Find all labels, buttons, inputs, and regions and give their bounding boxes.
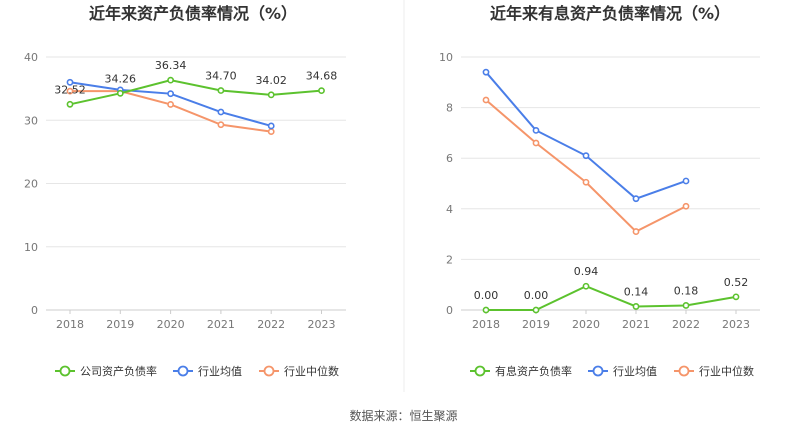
data-point (318, 87, 325, 95)
legend-label: 行业均值 (198, 365, 242, 378)
data-point (682, 302, 690, 309)
data-point (66, 100, 74, 108)
x-tick-label: 2021 (207, 318, 235, 331)
data-label: 0.18 (674, 284, 699, 297)
data-point (532, 139, 540, 147)
data-label: 0.00 (474, 289, 499, 302)
y-tick-label: 10 (439, 51, 453, 64)
interest-debt-ratio-chart: 近年来有息资产负债率情况（%） 0 2 4 6 8 10 2018 2019 2020 2021 20… (439, 4, 760, 378)
data-label: 34.02 (255, 74, 287, 87)
data-point (217, 121, 225, 129)
data-point (167, 76, 174, 84)
data-point (632, 195, 640, 203)
legend-marker (474, 365, 486, 377)
y-tick-label: 0 (31, 304, 38, 317)
legend-label: 有息资产负债率 (495, 364, 572, 378)
x-tick-label: 2019 (106, 318, 134, 331)
data-point (682, 202, 690, 210)
legend-marker (678, 365, 690, 377)
data-label: 34.26 (105, 72, 137, 85)
series-line (69, 79, 322, 106)
legend-marker (592, 365, 604, 377)
data-label: 32.52 (54, 83, 86, 96)
data-source: 数据来源：恒生聚源 (349, 408, 457, 423)
data-label: 34.68 (306, 70, 338, 83)
data-point (167, 90, 174, 98)
y-tick-label: 8 (446, 102, 453, 115)
y-tick-label: 6 (446, 152, 453, 165)
data-label: 0.52 (724, 276, 749, 289)
data-label: 0.14 (624, 285, 649, 298)
y-tick-label: 20 (24, 178, 38, 191)
series-line (486, 285, 737, 311)
data-point (532, 126, 540, 134)
data-point (167, 101, 174, 108)
data-point (116, 89, 124, 97)
x-tick-label: 2020 (157, 318, 185, 331)
x-tick-label: 2021 (622, 318, 650, 331)
data-point (66, 78, 74, 86)
data-label: 36.34 (155, 59, 187, 72)
x-tick-label: 2023 (722, 318, 750, 331)
legend-label: 行业均值 (613, 365, 657, 378)
data-point (632, 303, 640, 310)
y-tick-label: 10 (24, 241, 38, 254)
data-point (267, 128, 275, 136)
data-point (267, 122, 275, 130)
legend-marker (59, 365, 71, 377)
legend-label: 公司资产负债率 (80, 364, 157, 378)
y-tick-label: 40 (24, 51, 38, 64)
y-tick-label: 4 (446, 203, 453, 216)
data-label: 0.00 (524, 289, 549, 302)
data-point (267, 91, 275, 99)
x-tick-label: 2019 (522, 318, 550, 331)
data-point (482, 96, 490, 104)
y-tick-label: 30 (24, 114, 38, 127)
data-label: 34.70 (205, 70, 237, 83)
data-label: 0.94 (574, 265, 599, 278)
legend-marker (263, 365, 275, 377)
data-point (582, 178, 590, 186)
data-point (482, 306, 490, 314)
data-point (532, 306, 540, 314)
data-point (482, 68, 490, 76)
data-point (582, 152, 590, 160)
data-point (217, 108, 225, 116)
y-tick-label: 0 (446, 304, 453, 317)
x-tick-label: 2018 (56, 318, 84, 331)
data-point (66, 87, 74, 95)
x-tick-label: 2020 (572, 318, 600, 331)
series-line (485, 99, 687, 233)
data-point (217, 87, 225, 94)
legend-label: 行业中位数 (699, 364, 754, 378)
data-point (632, 228, 640, 235)
debt-ratio-chart: 近年来资产负债率情况（%） 0 10 20 30 40 2018 2019 2020 2021 20… (24, 4, 346, 378)
data-point (682, 177, 690, 185)
legend-marker (177, 365, 189, 377)
x-tick-label: 2022 (257, 318, 285, 331)
x-tick-label: 2018 (472, 318, 500, 331)
x-tick-label: 2022 (672, 318, 700, 331)
chart-title: 近年来资产负债率情况（%） (89, 4, 297, 23)
data-point (732, 293, 740, 301)
chart-title: 近年来有息资产负债率情况（%） (490, 4, 730, 23)
y-tick-label: 2 (446, 253, 453, 266)
legend-label: 行业中位数 (284, 364, 339, 378)
data-point (582, 282, 590, 290)
x-tick-label: 2023 (308, 318, 336, 331)
